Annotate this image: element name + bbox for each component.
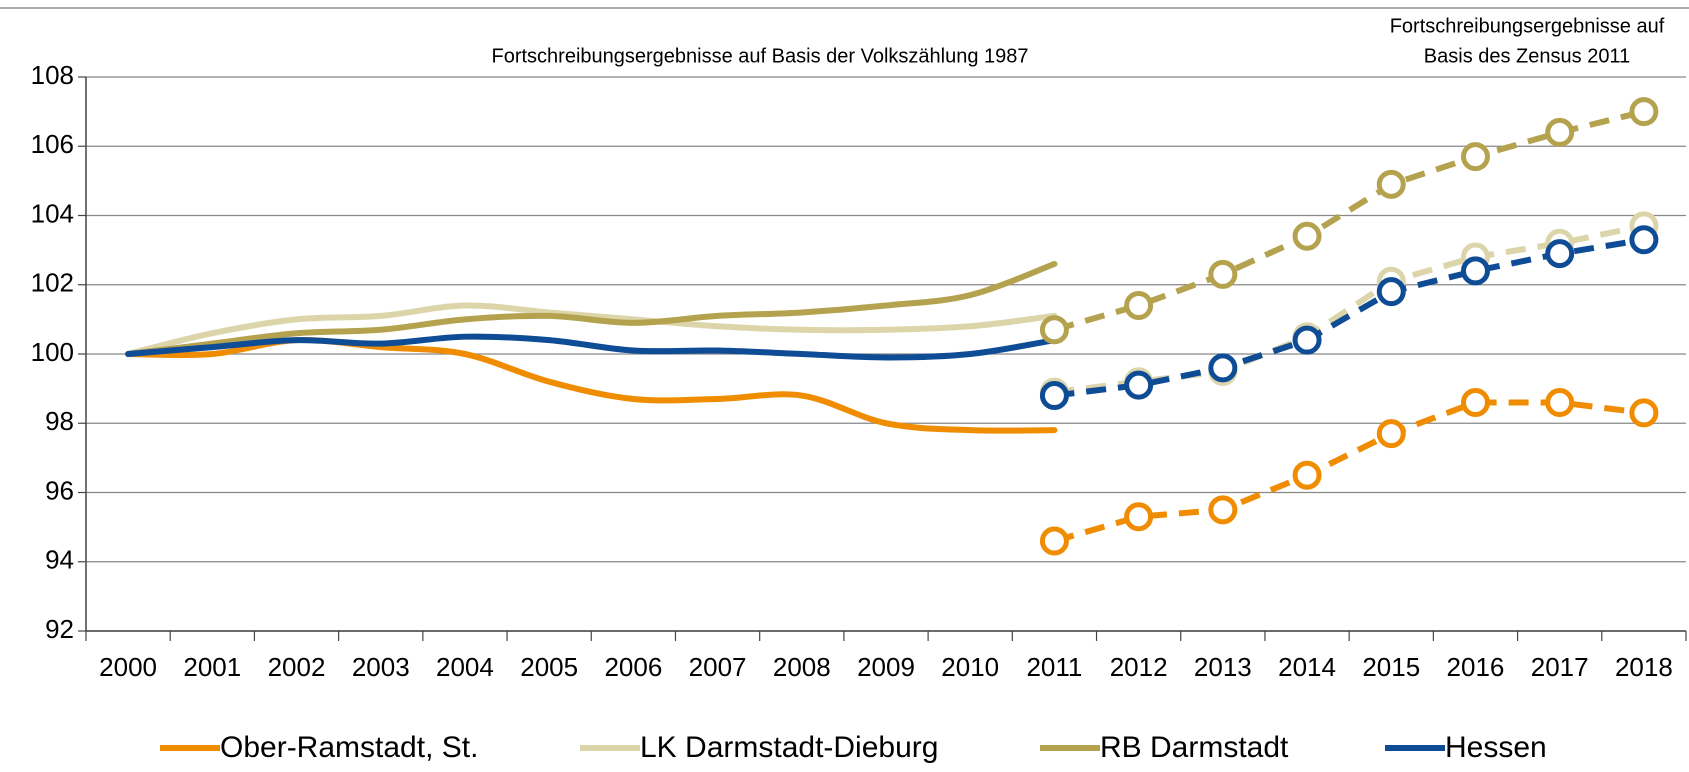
data-point: [1376, 169, 1406, 199]
data-point: [1124, 291, 1154, 321]
data-point: [1039, 315, 1069, 345]
data-point: [1629, 97, 1659, 127]
data-point: [1208, 259, 1238, 289]
x-tick-label: 2015: [1362, 652, 1420, 682]
x-tick-label: 2008: [773, 652, 831, 682]
data-point: [1292, 221, 1322, 251]
data-point: [1545, 387, 1575, 417]
series-line: [125, 302, 1058, 357]
x-tick-label: 2007: [689, 652, 747, 682]
data-point: [1629, 225, 1659, 255]
x-tick-label: 2014: [1278, 652, 1336, 682]
series-line-dashed: [1053, 108, 1645, 333]
y-tick-label: 92: [45, 614, 74, 644]
annotation: Fortschreibungsergebnisse auf: [1390, 15, 1665, 37]
x-tick-label: 2000: [99, 652, 157, 682]
y-tick-label: 100: [31, 337, 74, 367]
data-point: [1208, 495, 1238, 525]
legend-label: Ober-Ramstadt, St.: [220, 731, 478, 764]
data-point: [1039, 526, 1069, 556]
data-point: [1208, 353, 1238, 383]
data-point: [1629, 398, 1659, 428]
y-tick-label: 102: [31, 268, 74, 298]
y-tick-label: 106: [31, 129, 74, 159]
x-tick-label: 2018: [1615, 652, 1673, 682]
data-point: [1545, 117, 1575, 147]
data-point: [1039, 381, 1069, 411]
x-tick-label: 2013: [1194, 652, 1252, 682]
data-point: [1460, 387, 1490, 417]
series-line: [125, 333, 1058, 361]
annotation: Basis des Zensus 2011: [1424, 45, 1630, 67]
x-tick-label: 2005: [520, 652, 578, 682]
x-tick-label: 2011: [1026, 652, 1082, 682]
x-tick-label: 2016: [1447, 652, 1505, 682]
legend-label: RB Darmstadt: [1100, 731, 1289, 764]
y-tick-label: 94: [45, 545, 74, 575]
x-tick-label: 2003: [352, 652, 410, 682]
annotation: Fortschreibungsergebnisse auf Basis der …: [492, 45, 1029, 67]
legend-label: Hessen: [1445, 731, 1547, 764]
data-point: [1460, 142, 1490, 172]
data-point: [1292, 325, 1322, 355]
x-tick-label: 2017: [1531, 652, 1589, 682]
data-point: [1376, 419, 1406, 449]
x-tick-label: 2012: [1110, 652, 1168, 682]
data-point: [1292, 460, 1322, 490]
y-tick-label: 104: [31, 198, 74, 228]
y-tick-label: 98: [45, 406, 74, 436]
series-line: [125, 260, 1058, 357]
x-tick-label: 2006: [604, 652, 662, 682]
data-point: [1376, 277, 1406, 307]
y-tick-label: 108: [31, 60, 74, 90]
x-tick-label: 2004: [436, 652, 494, 682]
x-tick-label: 2010: [941, 652, 999, 682]
x-tick-label: 2002: [268, 652, 326, 682]
x-tick-label: 2001: [183, 652, 241, 682]
legend-label: LK Darmstadt-Dieburg: [640, 731, 938, 764]
data-point: [1124, 502, 1154, 532]
data-point: [1124, 370, 1154, 400]
data-point: [1460, 256, 1490, 286]
data-point: [1545, 239, 1575, 269]
y-tick-label: 96: [45, 475, 74, 505]
x-tick-label: 2009: [857, 652, 915, 682]
